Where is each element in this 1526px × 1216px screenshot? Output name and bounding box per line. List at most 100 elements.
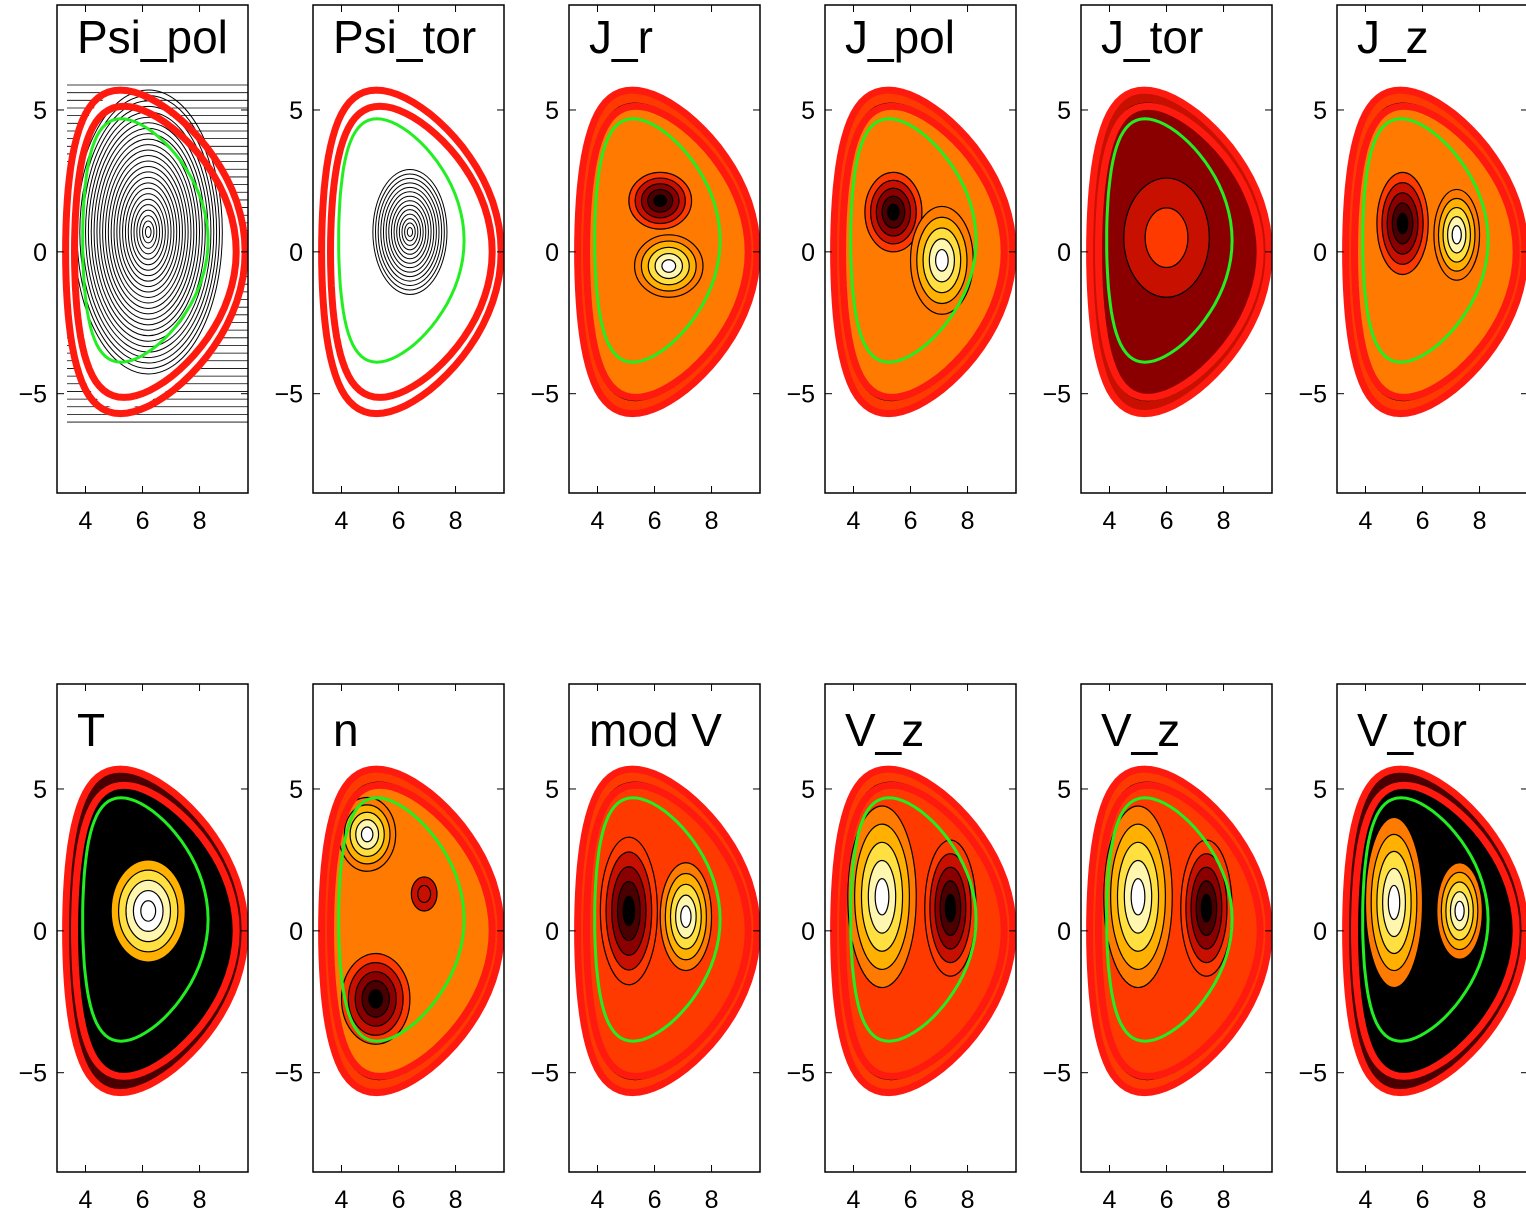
x-tick-label: 4	[1359, 1186, 1373, 1214]
y-tick-label: 0	[1057, 918, 1071, 946]
contour-fill	[945, 895, 955, 922]
y-tick-label: 0	[545, 239, 559, 267]
y-tick-label: 0	[545, 918, 559, 946]
contour-line	[378, 178, 442, 285]
x-tick-label: 4	[79, 507, 93, 535]
contour-line	[405, 223, 416, 241]
x-tick-label: 6	[1416, 1186, 1430, 1214]
contour-fill	[369, 990, 383, 1008]
axes-frame	[313, 5, 504, 493]
plot-area	[834, 769, 1014, 1093]
contour-fill	[1452, 226, 1461, 244]
panel-title: Psi_tor	[333, 11, 476, 63]
y-tick-label: −5	[18, 381, 47, 409]
panel-title: J_z	[1357, 11, 1429, 63]
y-tick-label: 0	[801, 239, 815, 267]
panel: 468−505V_tor	[1298, 684, 1526, 1214]
x-tick-label: 6	[136, 507, 150, 535]
x-tick-label: 8	[705, 507, 719, 535]
panel-title: n	[333, 704, 359, 756]
x-tick-label: 8	[1217, 507, 1231, 535]
panel: 468−505T	[18, 684, 248, 1214]
y-tick-label: 0	[289, 918, 303, 946]
x-tick-label: 4	[1359, 507, 1373, 535]
panel: 468−505J_tor	[1042, 5, 1272, 535]
plot-area	[66, 769, 246, 1093]
panel: 468−505V_z	[786, 684, 1016, 1214]
y-tick-label: 0	[33, 918, 47, 946]
x-tick-label: 4	[1103, 1186, 1117, 1214]
y-tick-label: 5	[1057, 776, 1071, 804]
x-tick-label: 6	[392, 507, 406, 535]
plot-area	[1346, 90, 1526, 414]
x-tick-label: 6	[648, 507, 662, 535]
x-tick-label: 8	[449, 507, 463, 535]
contour-line	[386, 192, 434, 272]
y-tick-label: −5	[274, 1060, 303, 1088]
y-tick-label: 5	[545, 97, 559, 125]
panel: 468−505n	[274, 684, 504, 1214]
plot-area	[834, 90, 1014, 414]
x-tick-label: 8	[193, 507, 207, 535]
y-tick-label: 0	[801, 918, 815, 946]
contour-line	[389, 196, 431, 267]
contour-fill	[141, 901, 156, 921]
x-tick-label: 6	[392, 1186, 406, 1214]
plot-area	[322, 90, 502, 414]
x-tick-label: 6	[1416, 507, 1430, 535]
x-tick-label: 8	[961, 507, 975, 535]
contour-line	[407, 228, 412, 237]
x-tick-label: 4	[847, 507, 861, 535]
y-tick-label: −5	[18, 1060, 47, 1088]
y-tick-label: −5	[274, 381, 303, 409]
plot-area	[1090, 90, 1270, 414]
contour-fill	[875, 879, 889, 915]
contour-fill	[1145, 208, 1188, 268]
panel-title: J_pol	[845, 11, 955, 63]
y-tick-label: 5	[33, 97, 47, 125]
separatrix	[339, 119, 464, 362]
panel-title: J_tor	[1101, 11, 1203, 63]
x-tick-label: 4	[1103, 507, 1117, 535]
y-tick-label: −5	[1298, 1060, 1327, 1088]
page: 468−505Psi_pol468−505Psi_tor468−505J_r46…	[0, 0, 1526, 1216]
contour-line	[394, 205, 426, 259]
contour-fill	[1388, 885, 1399, 919]
contour-line	[381, 183, 439, 281]
x-tick-label: 6	[1160, 1186, 1174, 1214]
y-tick-label: 5	[289, 776, 303, 804]
y-tick-label: 5	[33, 776, 47, 804]
x-tick-label: 8	[705, 1186, 719, 1214]
y-tick-label: 5	[1057, 97, 1071, 125]
contour-line	[373, 169, 447, 294]
contour-fill	[623, 896, 634, 926]
plot-area	[578, 769, 758, 1093]
x-tick-label: 4	[591, 507, 605, 535]
x-tick-label: 8	[961, 1186, 975, 1214]
plot-area	[66, 85, 248, 422]
panel-title: T	[77, 704, 105, 756]
panel-title: V_z	[1101, 704, 1180, 756]
plot-area	[578, 90, 758, 414]
contour-line	[399, 214, 420, 250]
contour-fill	[1455, 901, 1464, 920]
contour-fill	[1201, 895, 1211, 922]
contour-fill	[662, 260, 676, 272]
x-tick-label: 8	[193, 1186, 207, 1214]
y-tick-label: 0	[1313, 918, 1327, 946]
x-tick-label: 8	[1217, 1186, 1231, 1214]
y-tick-label: 0	[1057, 239, 1071, 267]
y-tick-label: −5	[530, 381, 559, 409]
x-tick-label: 6	[136, 1186, 150, 1214]
y-tick-label: 0	[1313, 239, 1327, 267]
x-tick-label: 8	[1473, 507, 1487, 535]
figure: 468−505Psi_pol468−505Psi_tor468−505J_r46…	[0, 0, 1526, 1216]
y-tick-label: −5	[786, 381, 815, 409]
x-tick-label: 4	[335, 507, 349, 535]
x-tick-label: 6	[1160, 507, 1174, 535]
plot-area	[1090, 769, 1270, 1093]
